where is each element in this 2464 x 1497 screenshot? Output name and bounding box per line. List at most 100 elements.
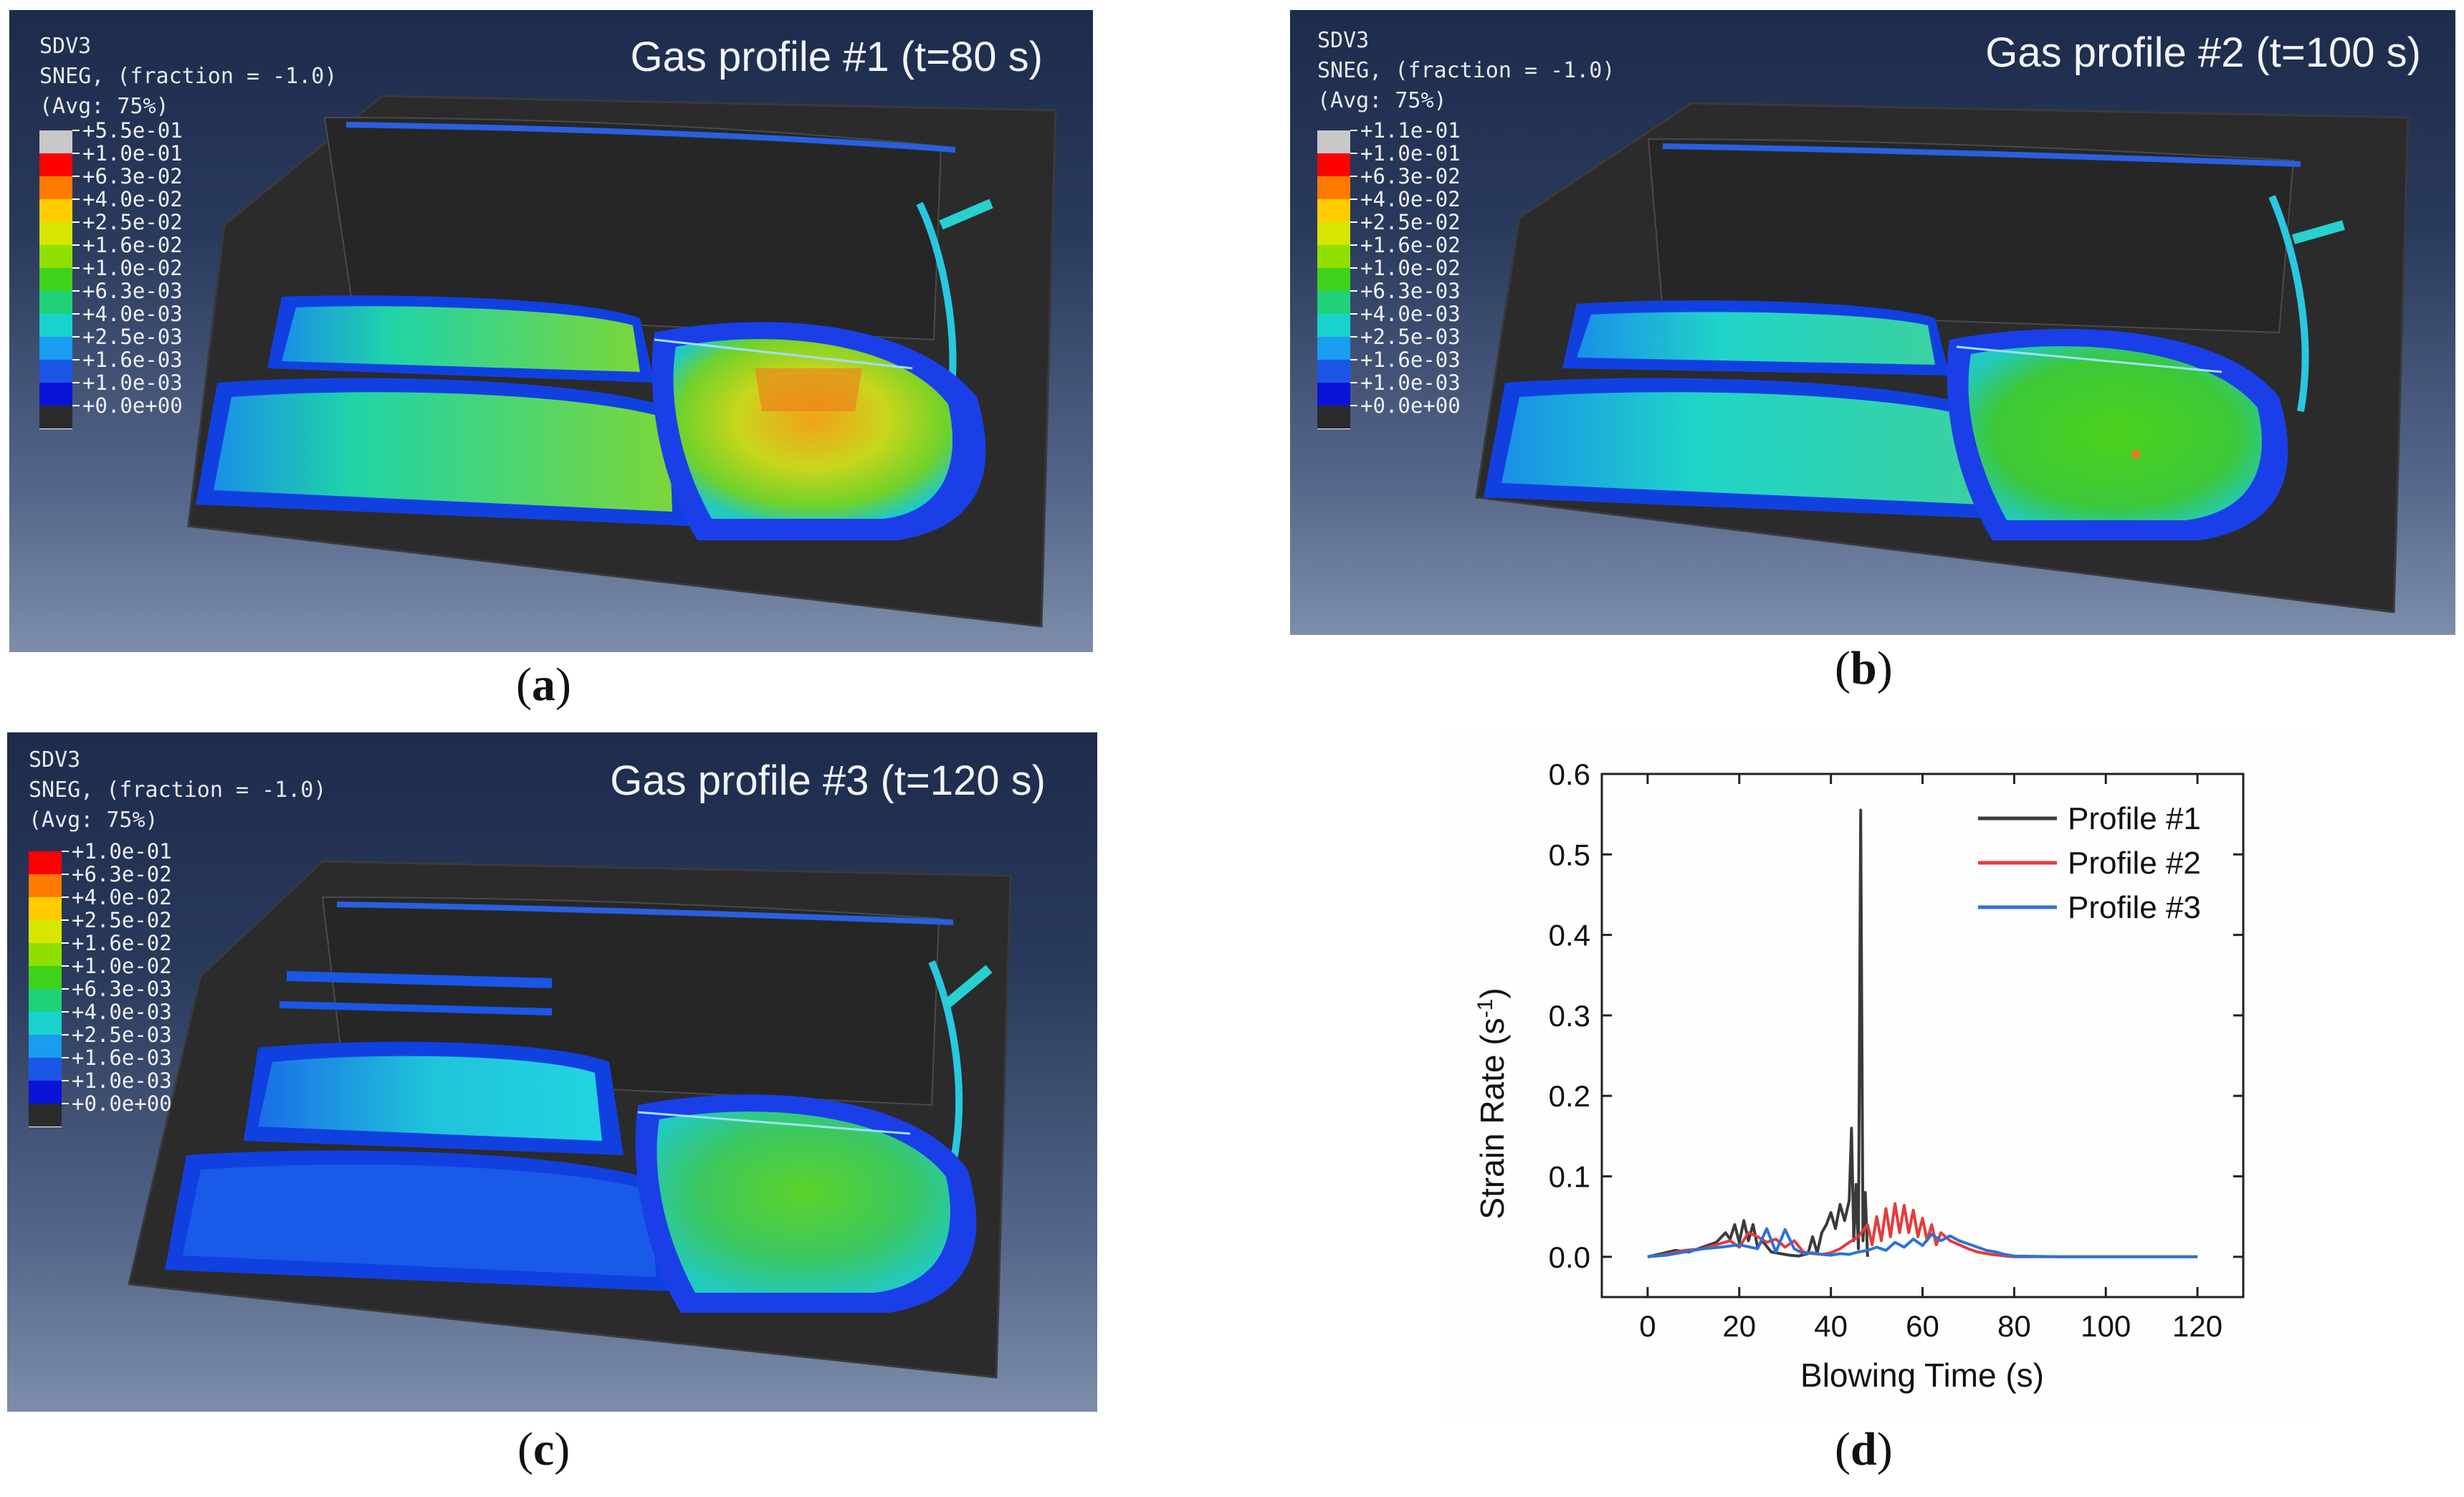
legend-swatch <box>39 199 72 223</box>
x-tick-label: 100 <box>2081 1309 2131 1343</box>
legend-label: +1.0e-03 <box>72 1068 172 1093</box>
legend-tick <box>72 153 80 154</box>
legend-tick <box>72 221 80 223</box>
header-variable: SDV3 <box>1317 28 1370 53</box>
legend-label: +0.0e+00 <box>82 393 183 418</box>
y-tick-label: 0.3 <box>1549 999 1590 1033</box>
legend-swatch <box>1317 268 1350 292</box>
car-model-render <box>1475 102 2410 613</box>
legend-label: +4.0e-03 <box>1360 302 1461 326</box>
legend-tick <box>1350 382 1357 383</box>
legend-label: +1.6e-02 <box>72 931 172 955</box>
legend-label: +1.0e-02 <box>82 256 183 280</box>
x-tick-label: 120 <box>2172 1309 2222 1343</box>
legend-label: +5.5e-01 <box>82 118 183 143</box>
legend-swatch <box>29 851 62 875</box>
legend-swatch <box>39 245 72 269</box>
legend-tick <box>62 874 69 875</box>
legend-swatch <box>1317 360 1350 383</box>
legend-swatch <box>29 897 62 921</box>
x-tick-label: 60 <box>1906 1309 1939 1343</box>
x-axis-label: Blowing Time (s) <box>1800 1357 2044 1394</box>
legend-label: +1.6e-03 <box>72 1046 172 1070</box>
legend-label: +2.5e-02 <box>82 210 183 234</box>
legend-label: +2.5e-02 <box>1360 210 1461 234</box>
legend-swatch <box>39 176 72 200</box>
legend-tick <box>72 176 80 177</box>
legend-label-profile-3: Profile #3 <box>2068 890 2201 925</box>
header-component: SNEG, (fraction = -1.0) <box>1317 58 1615 83</box>
strain-rate-chart: 0.0 0.1 0.2 0.3 0.4 0.5 0.6 0 20 40 60 80 100 120 Pro… <box>1441 731 2315 1419</box>
header-variable: SDV3 <box>29 747 81 773</box>
legend-tick <box>72 290 80 292</box>
legend-label: +6.3e-03 <box>82 279 183 303</box>
legend-label: +4.0e-02 <box>1360 187 1461 211</box>
panel-title: Gas profile #1 (t=80 s) <box>630 34 1043 80</box>
legend-label: +6.3e-02 <box>1360 164 1461 188</box>
series-group <box>1647 808 2198 1258</box>
legend-label: +1.0e-03 <box>82 370 183 395</box>
legend-label: +4.0e-02 <box>82 187 183 211</box>
caption-b: (b) <box>1835 642 1893 694</box>
legend-swatch <box>1317 383 1350 406</box>
axes-group: 0.0 0.1 0.2 0.3 0.4 0.5 0.6 0 20 40 60 80 100 120 <box>1549 757 2245 1343</box>
y-axis-label-end: ) <box>1474 987 1511 998</box>
legend-label: +6.3e-03 <box>72 977 172 1001</box>
legend-swatch <box>1317 222 1350 246</box>
header-average: (Avg: 75%) <box>29 808 158 833</box>
legend-tick <box>62 965 69 967</box>
legend-label: +1.0e-01 <box>72 839 172 864</box>
legend-tick <box>62 919 69 921</box>
legend-tick <box>1350 405 1357 406</box>
header-component: SNEG, (fraction = -1.0) <box>29 778 327 803</box>
legend-tick <box>1350 221 1357 223</box>
legend-tick <box>62 851 69 852</box>
legend-tick <box>1350 199 1357 200</box>
legend-label: +1.6e-02 <box>1360 233 1461 257</box>
legend-swatch <box>39 268 72 292</box>
contour-header: SDV3 SNEG, (fraction = -1.0) (Avg: 75%) <box>39 32 337 122</box>
y-tick-label: 0.2 <box>1549 1079 1590 1113</box>
legend-swatch <box>1317 176 1350 200</box>
legend-tick <box>62 1103 69 1104</box>
legend-label: +4.0e-03 <box>72 1000 172 1024</box>
legend-label: +1.0e-02 <box>1360 256 1461 280</box>
legend-swatch <box>29 1012 62 1036</box>
legend-label: +1.0e-01 <box>82 141 183 166</box>
legend-swatch <box>39 406 72 429</box>
car-model-render <box>187 95 1057 628</box>
legend-label: +2.5e-02 <box>72 908 172 932</box>
legend-swatch <box>29 874 62 898</box>
legend-label-profile-1: Profile #1 <box>2068 801 2201 836</box>
series-line-profile-2 <box>1647 1202 2198 1258</box>
legend-swatch <box>29 966 62 990</box>
legend-swatch <box>29 920 62 944</box>
legend-swatch <box>1317 130 1350 154</box>
legend-swatch <box>1317 314 1350 338</box>
legend-swatch <box>39 337 72 360</box>
legend-swatch <box>39 383 72 406</box>
series-line-profile-3 <box>1647 1227 2198 1258</box>
legend-label: +6.3e-03 <box>1360 279 1461 303</box>
contour-panel-b: SDV3 SNEG, (fraction = -1.0) (Avg: 75%) … <box>1290 10 2455 635</box>
car-model-render <box>128 860 1012 1379</box>
legend-swatch <box>39 130 72 154</box>
legend-swatch <box>39 314 72 338</box>
legend-tick <box>1350 313 1357 315</box>
legend-tick <box>72 199 80 200</box>
legend-tick <box>72 382 80 383</box>
legend-tick <box>62 896 69 898</box>
legend-tick <box>72 405 80 406</box>
contour-header: SDV3 SNEG, (fraction = -1.0) (Avg: 75%) <box>29 745 326 836</box>
panel-title: Gas profile #2 (t=100 s) <box>1985 29 2421 76</box>
legend-label: +1.6e-03 <box>1360 348 1461 372</box>
legend-swatch <box>1317 153 1350 177</box>
y-axis-label-sup: -1 <box>1474 999 1497 1018</box>
y-tick-label: 0.0 <box>1549 1240 1590 1274</box>
legend-tick <box>1350 290 1357 292</box>
legend-label: +2.5e-03 <box>1360 325 1461 349</box>
caption-c: (c) <box>517 1423 570 1476</box>
legend-label: +1.1e-01 <box>1360 118 1461 143</box>
legend-label-profile-2: Profile #2 <box>2068 846 2201 881</box>
legend-tick <box>1350 244 1357 246</box>
